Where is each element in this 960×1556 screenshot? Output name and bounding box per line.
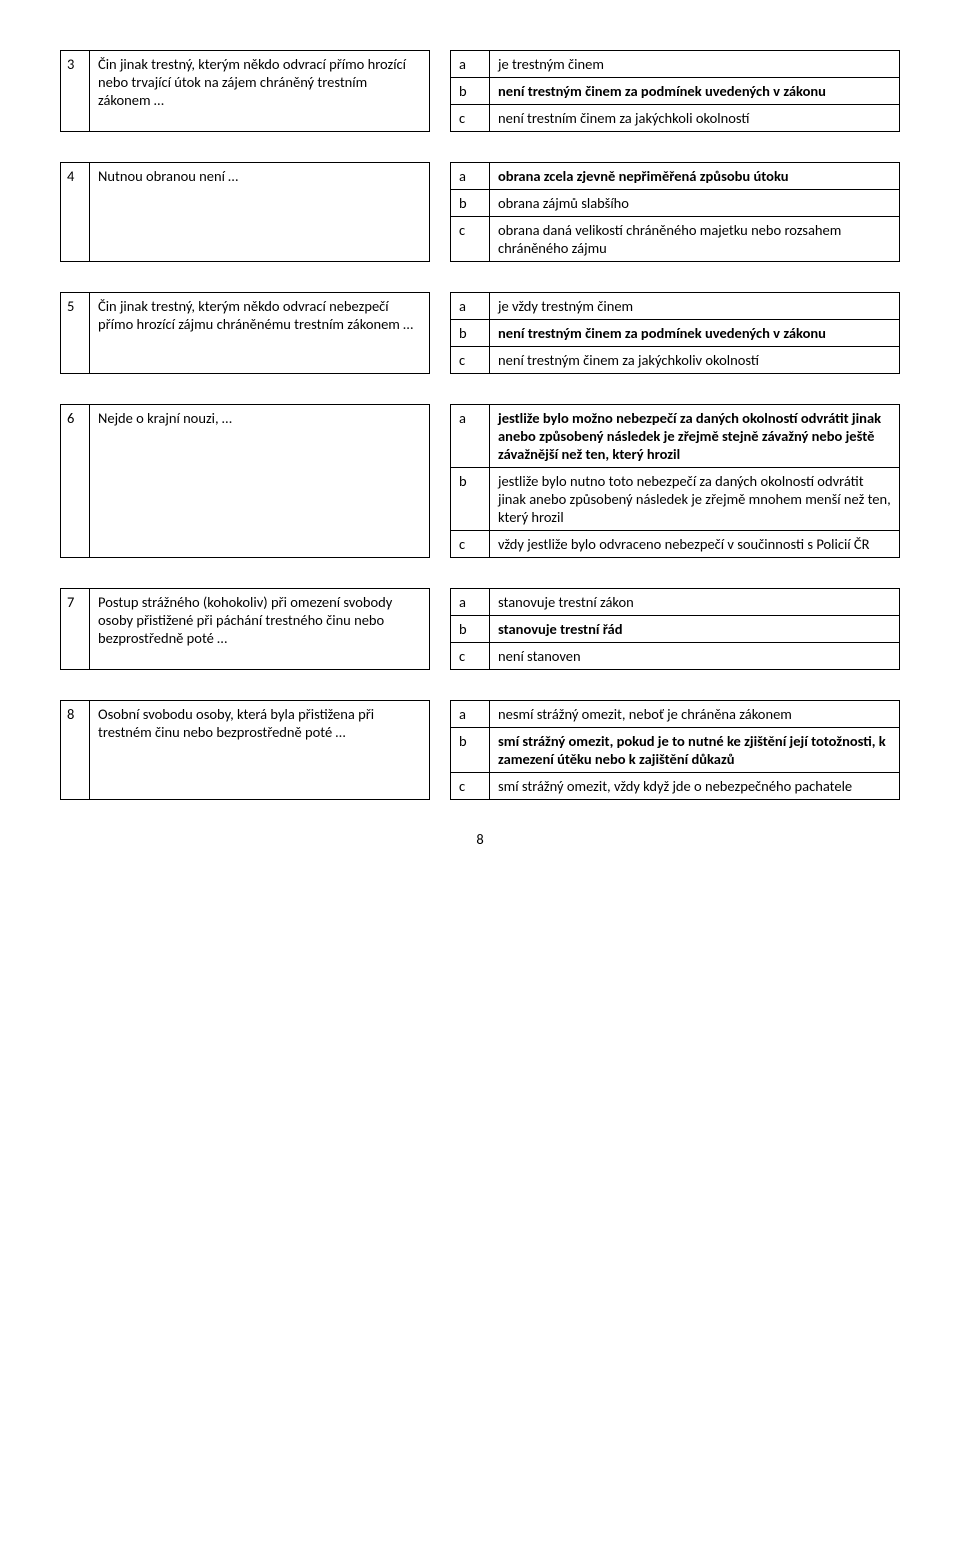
question-number: 3 — [60, 50, 90, 132]
question-row: 7Postup strážného (kohokoliv) při omezen… — [60, 588, 900, 670]
answer-row: bobrana zájmů slabšího — [451, 190, 900, 217]
answer-letter: b — [451, 468, 490, 531]
answer-text: není trestným činem za podmínek uvedenýc… — [490, 320, 900, 347]
answers-table: ajestliže bylo možno nebezpečí za daných… — [450, 404, 900, 558]
answer-letter: c — [451, 105, 490, 132]
answers-table: aje trestným činembnení trestným činem z… — [450, 50, 900, 132]
question-text: Postup strážného (kohokoliv) při omezení… — [90, 588, 430, 670]
answers-table: aobrana zcela zjevně nepřiměřená způsobu… — [450, 162, 900, 262]
question-number: 6 — [60, 404, 90, 558]
answers-table: astanovuje trestní zákonbstanovuje trest… — [450, 588, 900, 670]
question-text: Nejde o krajní nouzi, … — [90, 404, 430, 558]
question-number: 4 — [60, 162, 90, 262]
question-text: Čin jinak trestný, kterým někdo odvrací … — [90, 292, 430, 374]
answer-text: jestliže bylo nutno toto nebezpečí za da… — [490, 468, 900, 531]
answer-letter: c — [451, 643, 490, 670]
answer-letter: b — [451, 190, 490, 217]
question-text: Nutnou obranou není … — [90, 162, 430, 262]
spacer — [430, 50, 450, 132]
answer-text: obrana daná velikostí chráněného majetku… — [490, 217, 900, 262]
answer-row: aobrana zcela zjevně nepřiměřená způsobu… — [451, 163, 900, 190]
answer-letter: c — [451, 773, 490, 800]
answer-row: aje trestným činem — [451, 51, 900, 78]
answer-row: aje vždy trestným činem — [451, 293, 900, 320]
answer-text: vždy jestliže bylo odvraceno nebezpečí v… — [490, 531, 900, 558]
document-body: 3Čin jinak trestný, kterým někdo odvrací… — [60, 50, 900, 800]
spacer — [430, 404, 450, 558]
answer-letter: b — [451, 320, 490, 347]
answer-letter: a — [451, 701, 490, 728]
answer-text: stanovuje trestní zákon — [490, 589, 900, 616]
answer-row: cnení trestním činem za jakýchkoli okoln… — [451, 105, 900, 132]
question-number: 8 — [60, 700, 90, 800]
spacer — [430, 588, 450, 670]
answer-row: bjestliže bylo nutno toto nebezpečí za d… — [451, 468, 900, 531]
answer-row: ajestliže bylo možno nebezpečí za daných… — [451, 405, 900, 468]
question-text: Osobní svobodu osoby, která byla přistiž… — [90, 700, 430, 800]
answer-letter: b — [451, 616, 490, 643]
answer-text: nesmí strážný omezit, neboť je chráněna … — [490, 701, 900, 728]
answer-text: není trestným činem za podmínek uvedenýc… — [490, 78, 900, 105]
page-number: 8 — [60, 830, 900, 848]
answer-text: není trestním činem za jakýchkoli okolno… — [490, 105, 900, 132]
answer-row: cobrana daná velikostí chráněného majetk… — [451, 217, 900, 262]
question-row: 6Nejde o krajní nouzi, … ajestliže bylo m… — [60, 404, 900, 558]
answer-row: astanovuje trestní zákon — [451, 589, 900, 616]
answer-row: csmí strážný omezit, vždy když jde o neb… — [451, 773, 900, 800]
answer-text: smí strážný omezit, vždy když jde o nebe… — [490, 773, 900, 800]
answer-text: jestliže bylo možno nebezpečí za daných … — [490, 405, 900, 468]
question-number: 7 — [60, 588, 90, 670]
answer-letter: c — [451, 217, 490, 262]
question-row: 5Čin jinak trestný, kterým někdo odvrací… — [60, 292, 900, 374]
question-row: 4Nutnou obranou není … aobrana zcela zjev… — [60, 162, 900, 262]
answers-table: aje vždy trestným činembnení trestným či… — [450, 292, 900, 374]
answer-row: anesmí strážný omezit, neboť je chráněna… — [451, 701, 900, 728]
answer-letter: a — [451, 589, 490, 616]
answer-text: smí strážný omezit, pokud je to nutné ke… — [490, 728, 900, 773]
answer-text: obrana zájmů slabšího — [490, 190, 900, 217]
answer-text: není stanoven — [490, 643, 900, 670]
spacer — [430, 162, 450, 262]
answer-row: cvždy jestliže bylo odvraceno nebezpečí … — [451, 531, 900, 558]
answer-letter: c — [451, 347, 490, 374]
answer-text: je vždy trestným činem — [490, 293, 900, 320]
question-row: 3Čin jinak trestný, kterým někdo odvrací… — [60, 50, 900, 132]
answer-letter: a — [451, 163, 490, 190]
spacer — [430, 700, 450, 800]
answer-letter: a — [451, 51, 490, 78]
answer-row: cnení stanoven — [451, 643, 900, 670]
answer-letter: a — [451, 293, 490, 320]
answer-letter: c — [451, 531, 490, 558]
answer-letter: b — [451, 78, 490, 105]
answer-row: bsmí strážný omezit, pokud je to nutné k… — [451, 728, 900, 773]
answer-text: není trestným činem za jakýchkoliv okoln… — [490, 347, 900, 374]
question-text: Čin jinak trestný, kterým někdo odvrací … — [90, 50, 430, 132]
question-number: 5 — [60, 292, 90, 374]
answer-row: bstanovuje trestní řád — [451, 616, 900, 643]
answer-text: je trestným činem — [490, 51, 900, 78]
answer-row: bnení trestným činem za podmínek uvedený… — [451, 78, 900, 105]
answers-table: anesmí strážný omezit, neboť je chráněna… — [450, 700, 900, 800]
answer-row: bnení trestným činem za podmínek uvedený… — [451, 320, 900, 347]
question-row: 8Osobní svobodu osoby, která byla přisti… — [60, 700, 900, 800]
answer-letter: b — [451, 728, 490, 773]
answer-text: stanovuje trestní řád — [490, 616, 900, 643]
spacer — [430, 292, 450, 374]
answer-row: cnení trestným činem za jakýchkoliv okol… — [451, 347, 900, 374]
answer-letter: a — [451, 405, 490, 468]
answer-text: obrana zcela zjevně nepřiměřená způsobu … — [490, 163, 900, 190]
